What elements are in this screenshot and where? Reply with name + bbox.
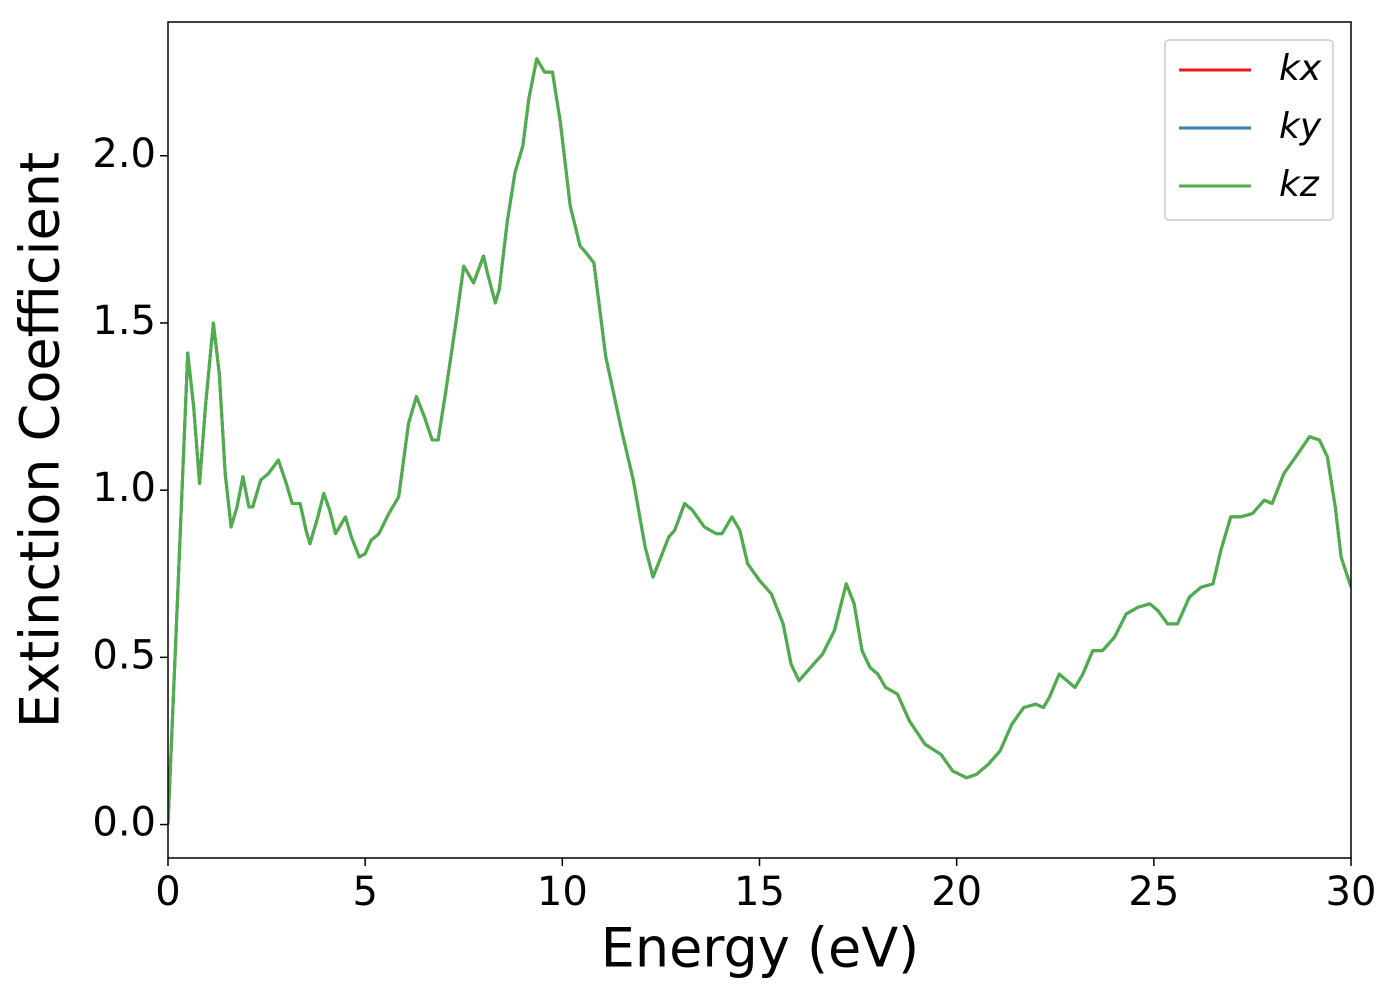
y-axis-label: Extinction Coefficient: [9, 152, 72, 728]
x-tick-label: 15: [734, 869, 785, 915]
plot-frame: [167, 21, 1352, 859]
x-tick-label: 25: [1128, 869, 1179, 915]
legend-label: ky: [1279, 106, 1322, 147]
x-tick-label: 30: [1326, 869, 1377, 915]
x-tick-label: 0: [155, 869, 180, 915]
y-tick-label: 0.5: [92, 632, 156, 678]
x-axis-label: Energy (eV): [601, 917, 920, 980]
y-tick-label: 2.0: [92, 131, 156, 177]
y-tick-label: 1.0: [92, 465, 156, 511]
y-tick-label: 1.5: [92, 298, 156, 344]
legend-label: kx: [1279, 48, 1322, 89]
x-tick-label: 20: [931, 869, 982, 915]
legend-label: kz: [1279, 164, 1320, 205]
x-tick-label: 5: [352, 869, 377, 915]
legend-box: [1164, 39, 1334, 221]
y-tick-label: 0.0: [92, 800, 156, 846]
x-tick-label: 10: [537, 869, 588, 915]
series-line: [168, 57, 1351, 825]
